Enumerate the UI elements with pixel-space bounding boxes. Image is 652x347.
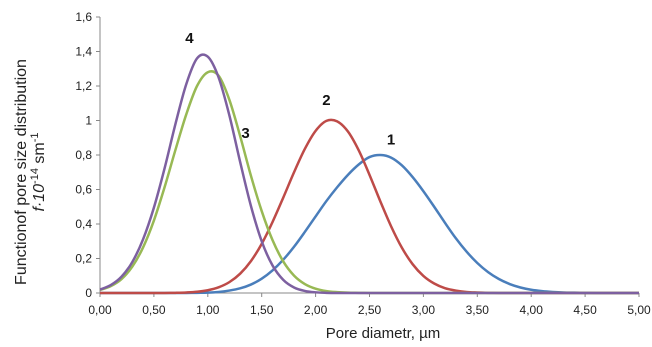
series-line-4 [99,53,639,295]
curve-label-2: 2 [322,92,330,109]
y-tick-label: 0,2 [75,252,92,266]
y-tick-label: 0,8 [75,148,92,162]
y-axis-title-line1: Functionof pore size distribution [13,59,30,285]
y-axis-title: Functionof pore size distribution f·10-1… [13,59,48,285]
x-axis-title: Pore diametr, µm [326,325,441,342]
y-axis-title-unit-exp: -1 [29,132,41,142]
y-tick-label: 1,4 [75,45,92,59]
y-axis-title-unit: sm [31,142,48,168]
x-ticks: 0,00 0,50 1,00 1,50 2,00 2,50 3,00 3,50 4,00 4,50… [88,293,651,317]
x-tick-label: 1,50 [250,303,274,317]
x-tick-label: 3,00 [412,303,436,317]
x-tick-label: 0,50 [142,303,166,317]
curve-labels: 1 2 3 4 [185,30,395,149]
x-tick-label: 2,50 [358,303,382,317]
y-tick-label: 1,2 [75,79,92,93]
series-layer [99,53,639,295]
y-axis-title-exp: -14 [29,168,41,184]
y-tick-label: 0,6 [75,183,92,197]
y-tick-label: 1,6 [75,10,92,24]
x-tick-label: 2,00 [304,303,328,317]
y-axis-title-line2: f·10-14 sm-1 [29,132,48,211]
x-tick-label: 3,50 [466,303,490,317]
curve-label-1: 1 [387,132,395,149]
curve-label-4: 4 [185,30,194,47]
x-tick-label: 5,00 [627,303,651,317]
y-axis-title-prefix: f·10 [31,184,48,212]
x-tick-label: 4,00 [520,303,544,317]
y-ticks: 0 0,2 0,4 0,6 0,8 1 1,2 1,4 1,6 [75,10,100,300]
axes [99,17,639,294]
x-tick-label: 4,50 [573,303,597,317]
series-line-2 [99,118,639,295]
y-tick-label: 1 [85,114,92,128]
y-tick-label: 0,4 [75,217,92,231]
x-tick-label: 0,00 [88,303,112,317]
y-tick-label: 0 [85,286,92,300]
x-tick-label: 1,00 [196,303,220,317]
curve-label-3: 3 [241,125,249,142]
